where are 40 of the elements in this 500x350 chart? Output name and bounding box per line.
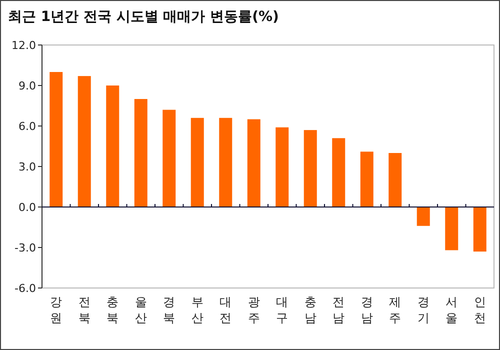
x-tick-label: 부산: [191, 295, 204, 325]
bar: [190, 118, 204, 207]
bar: [473, 207, 486, 252]
x-tick-label: 울산: [134, 295, 147, 325]
y-tick-label: -3.0: [14, 242, 36, 254]
bar: [360, 152, 374, 207]
y-tick-label: 3.0: [18, 160, 36, 174]
bar: [445, 207, 458, 250]
bar: [276, 127, 289, 207]
y-tick-label: 6.0: [18, 120, 36, 133]
x-tick-label: 인천: [474, 295, 486, 325]
x-tick-label: 전북: [78, 295, 90, 325]
bar: [388, 153, 402, 207]
x-tick-label: 서울: [446, 295, 458, 325]
y-tick-label: -6.0: [14, 282, 36, 295]
bar: [50, 72, 63, 207]
bar: [416, 207, 430, 226]
bar: [78, 76, 91, 207]
bar: [134, 99, 148, 207]
x-tick-label: 충남: [304, 295, 316, 325]
x-tick-label: 대구: [276, 295, 288, 325]
x-tick-label: 대전: [220, 295, 232, 325]
x-tick-label: 경북: [163, 295, 176, 325]
bar: [162, 110, 176, 207]
x-tick-label: 강원: [50, 295, 62, 325]
y-tick-label: 0.0: [18, 201, 36, 214]
bar: [247, 119, 260, 207]
y-tick-label: 9.0: [18, 80, 36, 92]
x-tick-label: 경기: [417, 295, 430, 325]
x-tick-label: 전남: [332, 295, 345, 325]
x-tick-label: 광주: [248, 295, 260, 325]
y-tick-label: 12.0: [12, 39, 36, 52]
x-tick-label: 제주: [389, 295, 402, 325]
bar: [219, 118, 232, 207]
bar: [304, 130, 317, 207]
bar: [332, 138, 346, 207]
bar: [106, 86, 120, 207]
x-tick-label: 충북: [106, 295, 119, 325]
chart-title: 최근 1년간 전국 시도별 매매가 변동률(%): [8, 9, 279, 25]
x-tick-label: 경남: [360, 295, 373, 325]
